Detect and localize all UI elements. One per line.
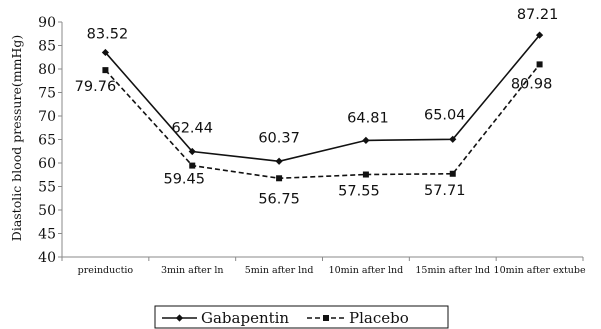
data-label: 65.04 [424,107,466,123]
x-ticks: preinductio 3min after ln 5min after lnd 10… [61,257,586,276]
x-tick-label: 10min after extube [494,265,586,276]
series-line [104,63,541,180]
data-point [102,67,109,74]
y-tick-label: 40 [38,250,56,266]
data-label: 64.81 [347,110,389,126]
y-tick-label: 55 [38,180,56,196]
data-point [536,61,543,68]
series-gabapentin [101,31,544,165]
y-axis-label: Diastolic blood pressure(mmHg) [9,35,24,241]
data-label: 87.21 [517,7,559,23]
data-point [535,31,544,39]
data-label: 60.37 [258,130,300,146]
data-point [449,170,456,177]
data-labels: 83.52 62.44 60.37 64.81 65.04 87.21 79.76 59.45… [75,7,559,207]
y-tick-label: 45 [38,227,56,243]
x-tick-label: 15min after lnd [415,265,490,276]
data-point [362,136,370,144]
y-tick-label: 80 [38,62,56,78]
legend-label-placebo: Placebo [349,309,409,327]
data-label: 57.71 [424,183,466,199]
y-tick-label: 85 [38,39,56,55]
legend: Gabapentin Placebo [154,305,449,329]
legend-marker-gabapentin [175,314,184,322]
axes [61,22,583,258]
x-tick-label: 10min after lnd [329,265,404,276]
data-point [276,175,283,182]
data-point [189,162,196,169]
y-tick-label: 90 [38,15,56,31]
data-label: 56.75 [258,191,300,207]
data-label: 57.55 [338,184,380,200]
y-tick-label: 50 [38,203,56,219]
legend-label-gabapentin: Gabapentin [201,309,289,327]
series-line [104,34,541,163]
data-label: 79.76 [75,79,117,95]
x-tick-label: preinductio [78,265,134,276]
y-tick-label: 70 [38,109,56,125]
y-ticks: 40 45 50 55 60 65 70 75 80 85 90 [38,15,62,266]
series-placebo [102,61,543,182]
data-point [275,157,283,165]
data-label: 59.45 [163,172,205,188]
legend-marker-placebo [323,315,329,321]
y-tick-label: 60 [38,156,56,172]
data-point [362,171,369,178]
x-tick-label: 5min after lnd [245,265,314,276]
data-label: 80.98 [511,76,553,92]
y-tick-label: 75 [38,86,56,102]
data-point [101,48,110,57]
data-point [449,135,457,143]
y-tick-label: 65 [38,133,56,149]
data-point [188,147,196,156]
legend-box [154,305,449,329]
data-label: 62.44 [171,121,213,137]
series-lines [101,31,544,182]
x-tick-label: 3min after ln [161,265,224,276]
data-label: 83.52 [87,26,129,42]
